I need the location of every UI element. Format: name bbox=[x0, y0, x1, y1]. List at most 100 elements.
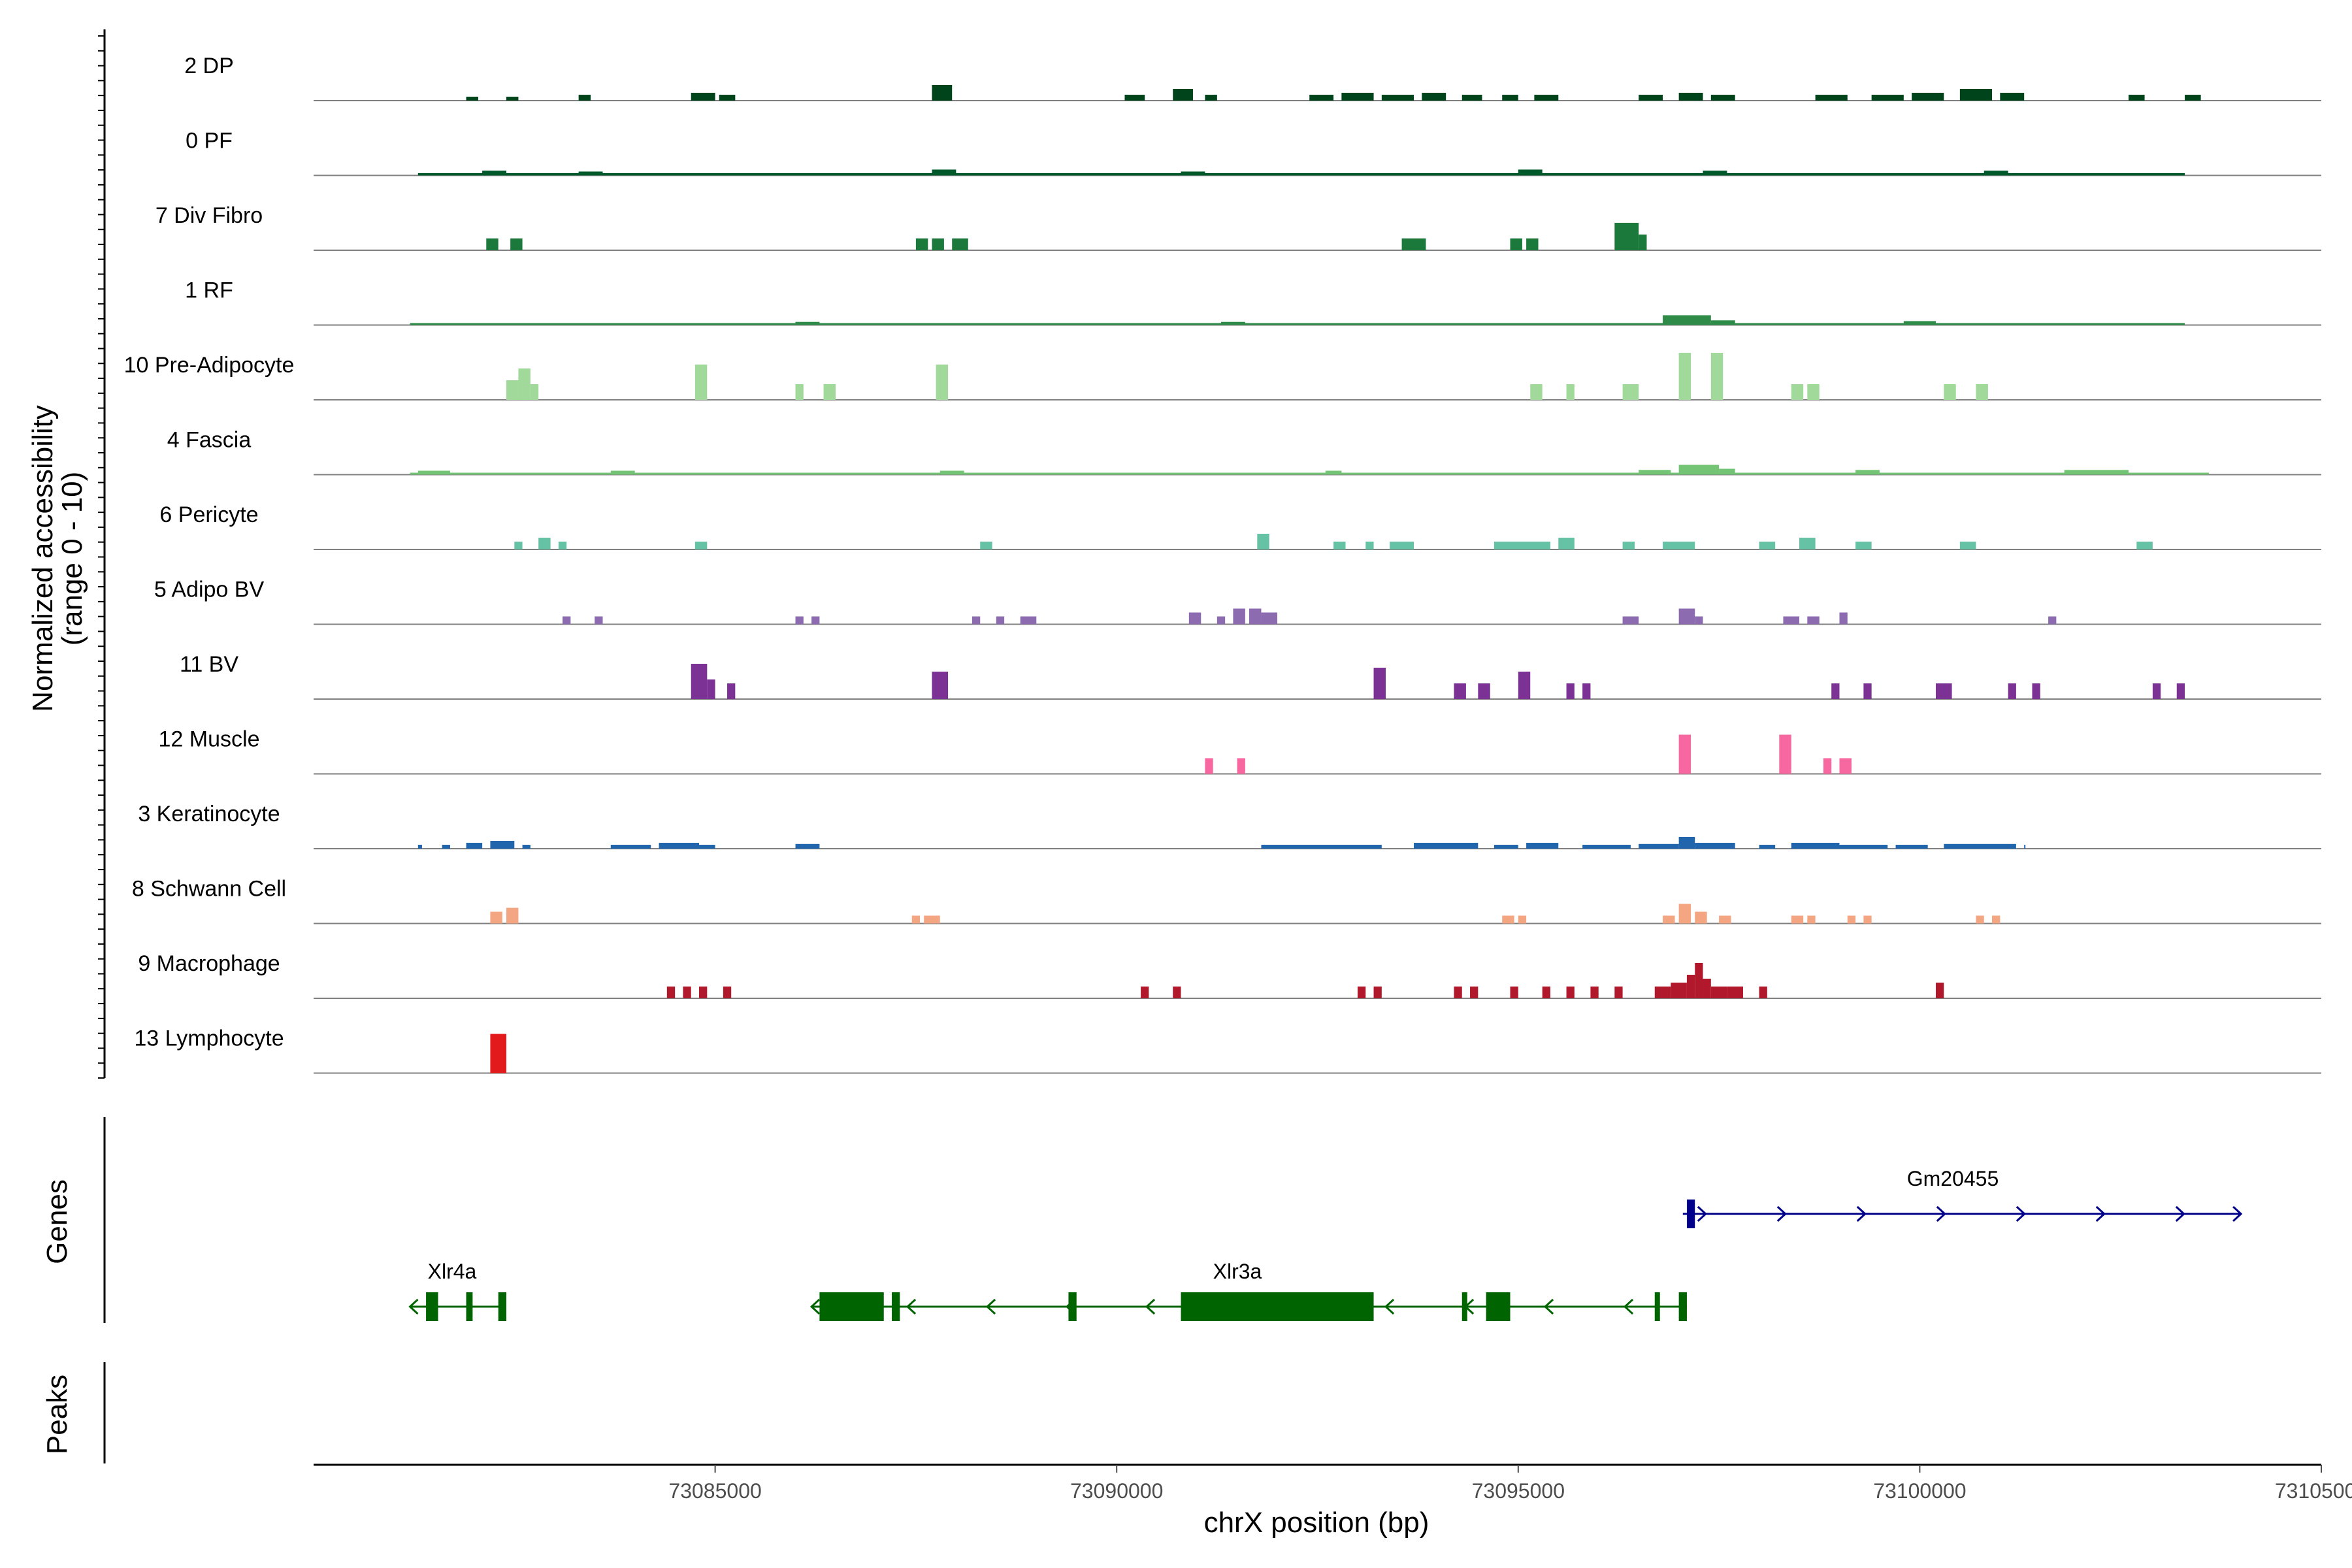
coverage-peak bbox=[1678, 608, 1695, 625]
coverage-peak bbox=[1847, 915, 1856, 924]
coverage-peak bbox=[1815, 95, 1848, 101]
coverage-peak bbox=[727, 683, 736, 699]
coverage-peak bbox=[1663, 315, 1711, 325]
coverage-peak bbox=[811, 616, 820, 625]
coverage-peak bbox=[1582, 683, 1591, 699]
coverage-peak bbox=[2136, 542, 2153, 549]
coverage-peak bbox=[1124, 95, 1145, 101]
gene-exon bbox=[498, 1292, 507, 1321]
coverage-peak bbox=[1478, 683, 1490, 699]
x-tick-label: 73100000 bbox=[1873, 1479, 1966, 1503]
coverage-peak bbox=[1759, 987, 1767, 998]
coverage-peak bbox=[1959, 89, 1993, 101]
track-13-lymphocyte: 13 Lymphocyte bbox=[134, 1026, 2321, 1074]
coverage-peak bbox=[1422, 93, 1446, 101]
coverage-peak bbox=[1257, 534, 1269, 549]
gene-exon bbox=[1654, 1292, 1660, 1321]
coverage-peak bbox=[1839, 758, 1852, 774]
coverage-y-axis bbox=[98, 29, 106, 1079]
track-10-pre-adipocyte: 10 Pre-Adipocyte bbox=[124, 353, 2321, 400]
coverage-peak bbox=[1639, 843, 1679, 849]
track-label: 2 DP bbox=[184, 54, 234, 78]
strand-arrow bbox=[906, 1298, 917, 1315]
coverage-peak bbox=[558, 542, 567, 549]
coverage-peak bbox=[1654, 987, 1671, 998]
track-label: 13 Lymphocyte bbox=[134, 1026, 284, 1051]
coverage-peak bbox=[1719, 915, 1731, 924]
track-label: 5 Adipo BV bbox=[154, 578, 265, 602]
coverage-peak bbox=[2032, 683, 2040, 699]
coverage-peak bbox=[1799, 538, 1816, 549]
coverage-peak bbox=[996, 616, 1005, 625]
coverage-peak bbox=[518, 368, 531, 400]
coverage-peak bbox=[1863, 915, 1872, 924]
coverage-peak bbox=[1791, 915, 1804, 924]
coverage-peak bbox=[1695, 616, 1703, 625]
coverage-peak bbox=[795, 843, 820, 849]
coverage-peak bbox=[1390, 542, 1414, 549]
coverage-peak bbox=[1678, 837, 1695, 849]
coverage-peak bbox=[1710, 320, 1735, 325]
track-label: 12 Muscle bbox=[159, 727, 260, 752]
coverage-peak bbox=[683, 987, 691, 998]
coverage-peak bbox=[1984, 171, 2008, 176]
coverage-peak bbox=[1502, 915, 1514, 924]
track-7-div-fibro: 7 Div Fibro bbox=[155, 203, 2321, 251]
track-12-muscle: 12 Muscle bbox=[159, 727, 2321, 775]
track-4-fascia: 4 Fascia bbox=[167, 428, 2321, 476]
gene-gm20455: Gm20455 bbox=[1682, 1167, 2243, 1228]
coverage-peak bbox=[795, 321, 820, 325]
coverage-peak bbox=[915, 238, 928, 250]
coverage-peak bbox=[1695, 843, 1735, 849]
coverage-peak bbox=[1590, 987, 1599, 998]
coverage-peak bbox=[932, 238, 944, 250]
gene-exon bbox=[1462, 1292, 1467, 1321]
coverage-peak bbox=[1220, 321, 1245, 325]
coverage-peak bbox=[699, 987, 708, 998]
gene-exon bbox=[466, 1292, 473, 1321]
track-label: 7 Div Fibro bbox=[155, 203, 263, 228]
coverage-peak bbox=[1534, 95, 1559, 101]
coverage-peak bbox=[1518, 915, 1527, 924]
coverage-peak bbox=[1558, 538, 1575, 549]
track-label: 3 Keratinocyte bbox=[138, 802, 280, 826]
coverage-peak bbox=[1678, 353, 1691, 400]
genes-panel-label: Genes bbox=[41, 1179, 73, 1264]
strand-arrow bbox=[2175, 1205, 2186, 1222]
coverage-peak bbox=[1622, 384, 1639, 400]
coverage-peak bbox=[490, 1034, 507, 1073]
track-label: 10 Pre-Adipocyte bbox=[124, 353, 295, 378]
coverage-peak bbox=[666, 987, 676, 998]
coverage-peak bbox=[1188, 612, 1201, 625]
coverage-peak bbox=[482, 171, 507, 176]
strand-arrow bbox=[1776, 1205, 1788, 1222]
coverage-peak bbox=[1414, 843, 1478, 849]
strand-arrow bbox=[408, 1298, 419, 1315]
coverage-peak bbox=[506, 380, 519, 400]
strand-arrow bbox=[1384, 1298, 1395, 1315]
coverage-peak bbox=[1678, 734, 1691, 774]
coverage-peak bbox=[1566, 987, 1575, 998]
coverage-peak bbox=[2064, 470, 2129, 475]
track-2-dp: 2 DP bbox=[184, 54, 2321, 101]
coverage-peak bbox=[490, 841, 515, 849]
coverage-peak bbox=[2024, 845, 2026, 849]
coverage-peak bbox=[1566, 683, 1575, 699]
coverage-peak bbox=[1309, 95, 1334, 101]
coverage-peak bbox=[936, 365, 949, 400]
coverage-peak bbox=[1181, 171, 1205, 176]
strand-arrow bbox=[1936, 1205, 1947, 1222]
coverage-peak bbox=[1703, 171, 1727, 176]
coverage-peak bbox=[610, 845, 651, 849]
coverage-peak bbox=[1205, 758, 1213, 774]
coverage-peak bbox=[1462, 95, 1482, 101]
coverage-peak bbox=[1582, 845, 1631, 849]
strand-arrow bbox=[1623, 1298, 1634, 1315]
coverage-peak bbox=[2185, 95, 2201, 101]
coverage-peak bbox=[1341, 93, 1374, 101]
coverage-peak bbox=[1333, 542, 1346, 549]
coverage-peak bbox=[1959, 542, 1976, 549]
coverage-peak bbox=[595, 616, 603, 625]
peaks-panel-label: Peaks bbox=[41, 1375, 73, 1454]
